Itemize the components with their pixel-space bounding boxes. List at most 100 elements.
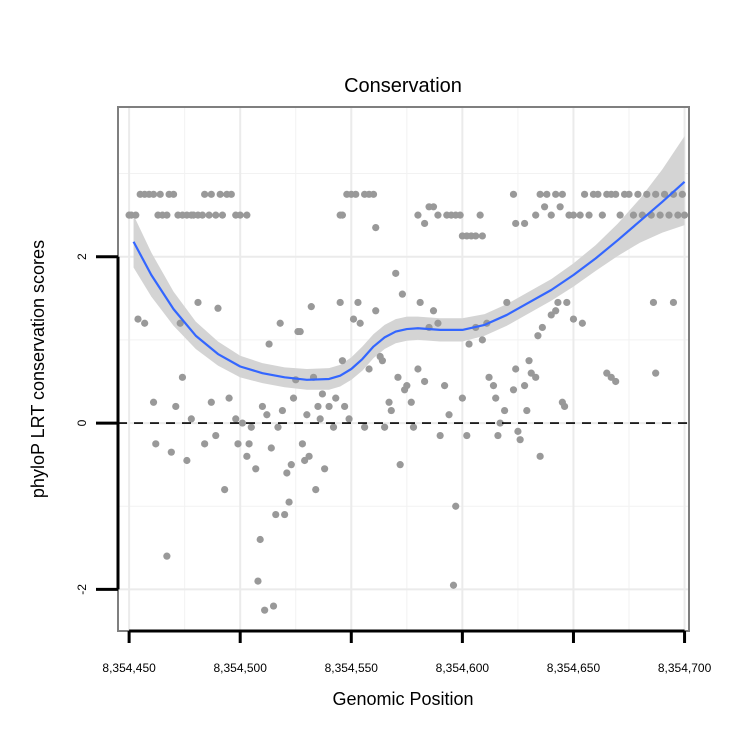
data-point xyxy=(349,315,358,323)
data-point xyxy=(276,319,284,327)
data-point xyxy=(365,365,373,373)
data-point xyxy=(232,415,240,423)
data-point xyxy=(476,211,484,219)
data-point xyxy=(303,411,311,419)
data-point xyxy=(421,219,429,228)
data-point xyxy=(465,340,473,348)
data-point xyxy=(178,373,187,381)
data-point xyxy=(187,415,195,423)
data-point xyxy=(341,402,349,411)
data-point xyxy=(554,298,562,307)
data-point xyxy=(612,377,620,386)
data-point xyxy=(243,452,251,460)
data-point xyxy=(660,190,669,198)
data-point xyxy=(560,402,569,411)
data-point xyxy=(509,386,518,394)
y-axis-title: phyloP LRT conservation scores xyxy=(28,240,48,498)
data-point xyxy=(132,211,140,219)
data-point xyxy=(243,211,251,219)
data-point xyxy=(329,423,338,431)
data-point xyxy=(198,211,207,219)
data-point xyxy=(385,398,393,406)
data-point xyxy=(472,232,480,240)
data-point xyxy=(514,427,522,435)
y-tick-label: 0 xyxy=(75,419,89,426)
data-point xyxy=(669,298,678,307)
data-point xyxy=(236,211,244,219)
data-point xyxy=(352,190,360,198)
data-point xyxy=(441,382,449,390)
data-point xyxy=(285,498,293,506)
points-layer xyxy=(125,190,689,614)
data-point xyxy=(652,190,660,198)
data-point xyxy=(258,402,267,411)
data-point xyxy=(458,394,466,402)
x-tick-label: 8,354,500 xyxy=(214,661,268,675)
data-point xyxy=(569,315,578,323)
data-point xyxy=(445,411,453,419)
data-point xyxy=(552,307,560,315)
data-point xyxy=(536,190,544,198)
data-point xyxy=(485,373,493,381)
data-point xyxy=(225,394,233,402)
x-axis-title: Genomic Position xyxy=(332,689,473,709)
data-point xyxy=(629,211,638,219)
x-tick-label: 8,354,550 xyxy=(325,661,379,675)
data-point xyxy=(361,423,369,431)
data-point xyxy=(298,440,307,448)
data-point xyxy=(576,211,584,219)
data-point xyxy=(272,510,280,519)
data-point xyxy=(421,377,429,386)
data-point xyxy=(580,190,589,198)
x-tick-label: 8,354,450 xyxy=(102,661,156,675)
data-point xyxy=(325,402,333,411)
data-point xyxy=(267,444,275,452)
data-point xyxy=(201,190,209,198)
data-point xyxy=(678,190,686,198)
data-point xyxy=(312,486,320,494)
data-point xyxy=(569,211,578,219)
data-point xyxy=(558,190,566,198)
data-point xyxy=(321,465,329,473)
data-point xyxy=(552,190,560,198)
data-point xyxy=(523,406,531,415)
confidence-ribbon-layer xyxy=(133,136,685,390)
data-point xyxy=(221,486,229,494)
data-point xyxy=(449,581,458,589)
data-point xyxy=(665,211,673,219)
x-axis: 8,354,450 8,354,500 8,354,550 8,354,600 8,35… xyxy=(102,629,712,675)
data-point xyxy=(207,190,215,198)
confidence-ribbon xyxy=(133,136,685,390)
data-point xyxy=(429,203,438,211)
data-point xyxy=(436,431,444,440)
x-tick-label: 8,354,700 xyxy=(658,661,712,675)
data-point xyxy=(616,211,624,219)
data-point xyxy=(141,319,149,327)
data-point xyxy=(134,315,142,323)
data-point xyxy=(214,304,222,312)
data-point xyxy=(287,461,295,469)
data-point xyxy=(556,203,564,211)
data-point xyxy=(205,211,213,219)
data-point xyxy=(532,211,540,219)
data-point xyxy=(152,440,160,448)
data-point xyxy=(314,402,322,411)
data-point xyxy=(452,502,460,510)
data-point xyxy=(218,211,227,219)
data-point xyxy=(394,373,402,381)
data-point xyxy=(594,190,602,198)
data-point xyxy=(176,319,184,327)
data-point xyxy=(212,431,220,440)
data-point xyxy=(492,394,500,402)
data-point xyxy=(336,298,344,307)
data-point xyxy=(163,552,171,560)
data-point xyxy=(534,332,542,340)
smooth-curve xyxy=(132,181,686,381)
data-point xyxy=(563,298,571,307)
data-point xyxy=(414,211,422,219)
data-point xyxy=(356,319,364,327)
data-point xyxy=(278,406,287,415)
data-point xyxy=(416,298,424,307)
data-point xyxy=(263,411,271,419)
